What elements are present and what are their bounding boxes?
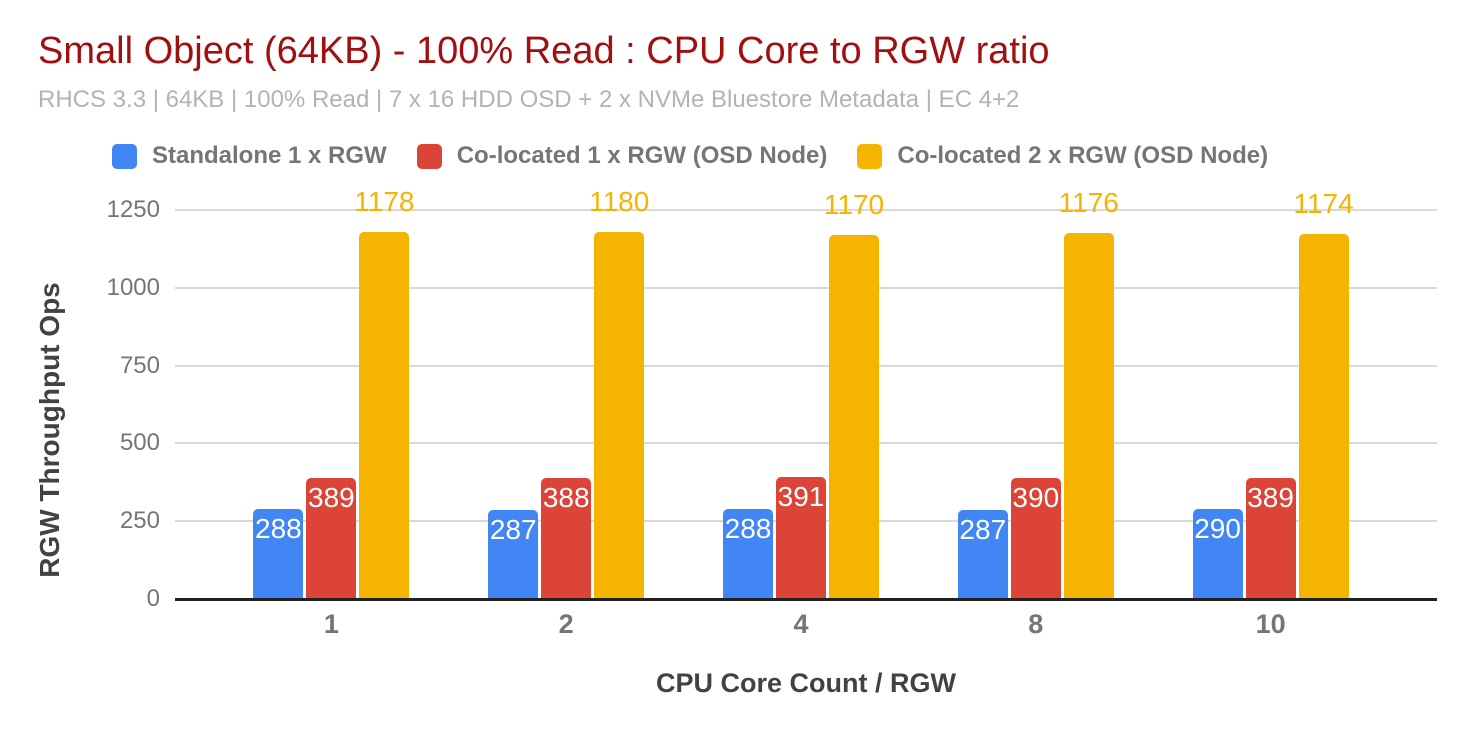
bar-group: 287 390 1176 8 (918, 189, 1153, 639)
chart-title: Small Object (64KB) - 100% Read : CPU Co… (38, 30, 1050, 72)
bar-group: 290 389 1174 10 (1153, 189, 1388, 639)
y-tick-label: 0 (146, 585, 160, 612)
bar-value-label: 391 (777, 481, 825, 513)
bar-value-label: 288 (255, 513, 302, 545)
legend-item: Co-located 2 x RGW (OSD Node) (857, 142, 1268, 170)
bar-value-label: 1174 (1293, 187, 1354, 219)
bar-value-label: 389 (1247, 481, 1294, 513)
bar: 288 (253, 509, 304, 599)
bar: 1178 (354, 188, 415, 599)
legend-swatch-icon (112, 143, 137, 169)
bar-value-label: 1178 (354, 186, 415, 218)
x-axis-title: CPU Core Count / RGW (656, 668, 956, 698)
bar-group: 287 388 1180 2 (449, 187, 684, 639)
bar-value-label: 390 (1012, 481, 1060, 513)
y-tick-label: 1250 (106, 196, 160, 223)
bar: 1174 (1293, 189, 1354, 599)
bar: 288 (722, 509, 773, 599)
legend-item-label: Standalone 1 x RGW (152, 142, 387, 169)
legend-swatch-icon (416, 143, 442, 169)
bar-value-label: 290 (1194, 512, 1241, 544)
bar: 290 (1192, 508, 1243, 599)
chart-subtitle: RHCS 3.3 | 64KB | 100% Read | 7 x 16 HDD… (38, 86, 1020, 113)
bar-value-label: 288 (724, 513, 772, 545)
bar: 1180 (589, 187, 649, 599)
bar-value-label: 388 (542, 482, 590, 514)
gridline (175, 209, 1437, 211)
x-category-label: 10 (1255, 609, 1286, 639)
y-tick-label: 750 (119, 351, 160, 379)
y-tick-label: 500 (119, 429, 160, 457)
x-category-label: 4 (793, 609, 809, 639)
legend-item: Co-located 1 x RGW (OSD Node) (416, 142, 828, 170)
plot-area: 288 389 1178 1 287 388 1180 2 288 391 1170 4 287 390 1… (107, 187, 1437, 639)
y-tick-label: 1000 (106, 273, 160, 301)
bar-value-label: 287 (489, 513, 537, 545)
bar-value-label: 389 (308, 481, 355, 513)
legend: Standalone 1 x RGW Co-located 1 x RGW (OS… (112, 142, 1268, 170)
bar: 390 (1010, 477, 1061, 599)
legend-item-label: Co-located 2 x RGW (OSD Node) (897, 142, 1269, 169)
bar: 287 (957, 509, 1008, 599)
bar-value-label: 1176 (1058, 187, 1119, 219)
legend-item-label: Co-located 1 x RGW (OSD Node) (456, 142, 828, 169)
x-category-label: 2 (558, 609, 574, 639)
bar: 1170 (824, 190, 884, 599)
gridline (175, 286, 1437, 289)
gridline (175, 442, 1437, 445)
bar: 389 (306, 477, 357, 599)
bar-value-label: 1170 (823, 188, 885, 220)
bar-value-label: 1180 (589, 185, 650, 217)
bar-value-label: 287 (959, 513, 1007, 545)
legend-item: Standalone 1 x RGW (112, 142, 387, 170)
bar-group: 288 391 1170 4 (684, 190, 919, 639)
x-category-label: 1 (323, 609, 339, 639)
x-axis-baseline (175, 597, 1437, 601)
bar-groups: 288 389 1178 1 287 388 1180 2 288 391 1170 4 287 390 1… (214, 187, 1388, 639)
bar: 389 (1245, 477, 1296, 599)
bar: 388 (541, 478, 592, 599)
y-tick-label: 250 (119, 507, 160, 535)
gridline (175, 364, 1437, 367)
bar: 287 (488, 509, 539, 599)
bar: 1176 (1059, 189, 1119, 599)
x-category-label: 8 (1028, 609, 1044, 639)
bar: 391 (775, 477, 826, 599)
legend-swatch-icon (857, 143, 883, 169)
bar-group: 288 389 1178 1 (214, 188, 449, 639)
